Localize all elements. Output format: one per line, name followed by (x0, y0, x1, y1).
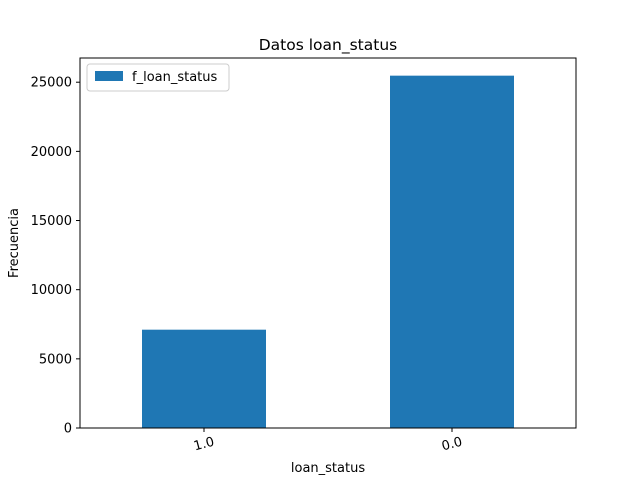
y-tick-label: 10000 (31, 283, 72, 298)
plot-frame (79, 57, 577, 429)
y-tick-label: 25000 (31, 76, 72, 91)
y-axis: 0 5000 10000 15000 20000 25000 (31, 76, 80, 437)
legend-box (86, 63, 230, 92)
legend-label: f_loan_status (132, 70, 218, 85)
legend: f_loan_status (86, 63, 230, 92)
y-tick-label: 5000 (39, 352, 72, 367)
chart-title: Datos loan_status (259, 36, 398, 55)
legend-swatch (95, 71, 123, 81)
plot-area (142, 75, 514, 428)
y-axis-label: Frecuencia (7, 208, 22, 278)
x-tick-label: 0.0 (440, 435, 464, 455)
bar-0.0 (390, 75, 514, 428)
y-tick-label: 20000 (31, 145, 72, 160)
x-axis: 1.0 0.0 (192, 428, 464, 454)
y-tick-label: 15000 (31, 214, 72, 229)
bar-1.0 (142, 329, 266, 428)
x-axis-label: loan_status (291, 461, 365, 476)
x-tick-label: 1.0 (192, 435, 216, 455)
y-tick-label: 0 (64, 422, 72, 437)
